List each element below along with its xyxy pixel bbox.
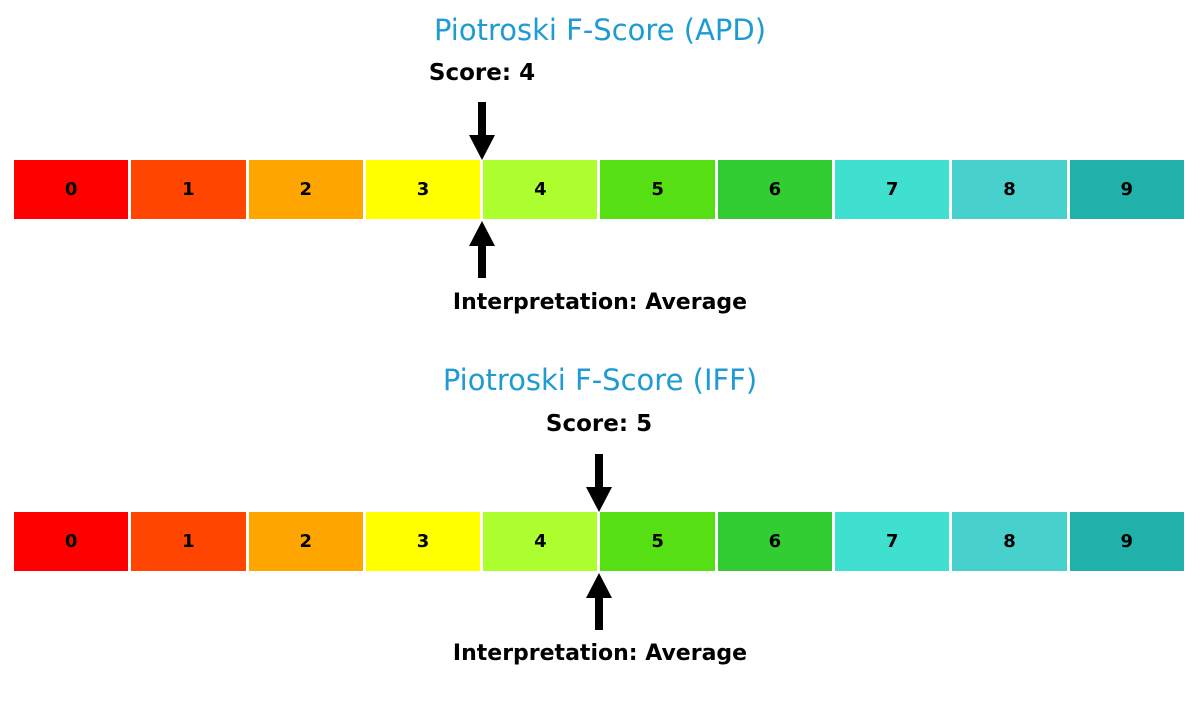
segment-label: 1 bbox=[182, 531, 195, 552]
arrow-shaft bbox=[595, 454, 603, 489]
segment-label: 0 bbox=[64, 531, 78, 552]
scale-segment-5: 5 bbox=[600, 160, 715, 219]
segment-label: 8 bbox=[1003, 531, 1016, 552]
scale-segment-3: 3 bbox=[365, 512, 481, 571]
arrow-head bbox=[469, 135, 495, 160]
arrow-shaft bbox=[478, 102, 486, 137]
segment-label: 5 bbox=[651, 531, 664, 552]
scale-segment-4: 4 bbox=[483, 512, 598, 571]
segment-label: 5 bbox=[651, 179, 664, 200]
segment-label: 3 bbox=[416, 179, 430, 200]
score-label-iff: Score: 5 bbox=[545, 411, 653, 437]
segment-label: 4 bbox=[534, 179, 547, 200]
scale-segment-6: 6 bbox=[717, 160, 833, 219]
score-scale-bar-apd: 0 1 2 3 4 5 6 7 8 9 bbox=[14, 160, 1184, 219]
arrow-shaft bbox=[478, 244, 486, 278]
segment-label: 9 bbox=[1120, 179, 1134, 200]
scale-segment-9: 9 bbox=[1069, 160, 1184, 219]
scale-segment-5: 5 bbox=[600, 512, 715, 571]
segment-label: 2 bbox=[299, 531, 312, 552]
scale-segment-8: 8 bbox=[952, 160, 1067, 219]
arrow-head bbox=[586, 573, 612, 598]
segment-label: 7 bbox=[885, 531, 899, 552]
scale-segment-3: 3 bbox=[365, 160, 481, 219]
interpretation-label-iff: Interpretation: Average bbox=[452, 641, 748, 666]
score-pointer-down-arrow-apd bbox=[469, 102, 495, 160]
scale-segment-1: 1 bbox=[131, 160, 246, 219]
segment-label: 8 bbox=[1003, 179, 1016, 200]
scale-segment-6: 6 bbox=[717, 512, 833, 571]
scale-segment-0: 0 bbox=[14, 160, 129, 219]
scale-segment-4: 4 bbox=[483, 160, 598, 219]
segment-label: 6 bbox=[768, 179, 782, 200]
segment-label: 3 bbox=[416, 531, 430, 552]
score-pointer-down-arrow-iff bbox=[586, 454, 612, 512]
scale-segment-2: 2 bbox=[248, 512, 363, 571]
segment-label: 1 bbox=[182, 179, 195, 200]
scale-segment-1: 1 bbox=[131, 512, 246, 571]
segment-label: 7 bbox=[885, 179, 899, 200]
scale-segment-0: 0 bbox=[14, 512, 129, 571]
arrow-shaft bbox=[595, 596, 603, 630]
scale-segment-7: 7 bbox=[835, 512, 950, 571]
scale-segment-2: 2 bbox=[248, 160, 363, 219]
chart-title-iff: Piotroski F-Score (IFF) bbox=[442, 363, 758, 397]
interpretation-label-apd: Interpretation: Average bbox=[452, 290, 748, 315]
segment-label: 0 bbox=[64, 179, 78, 200]
interpretation-up-arrow-iff bbox=[586, 573, 612, 630]
segment-label: 9 bbox=[1120, 531, 1134, 552]
chart-title-apd: Piotroski F-Score (APD) bbox=[433, 13, 767, 47]
segment-label: 4 bbox=[534, 531, 547, 552]
arrow-head bbox=[586, 487, 612, 512]
segment-label: 2 bbox=[299, 179, 312, 200]
arrow-head bbox=[469, 221, 495, 246]
score-scale-bar-iff: 0 1 2 3 4 5 6 7 8 9 bbox=[14, 512, 1184, 571]
scale-segment-9: 9 bbox=[1069, 512, 1184, 571]
scale-segment-8: 8 bbox=[952, 512, 1067, 571]
segment-label: 6 bbox=[768, 531, 782, 552]
scale-segment-7: 7 bbox=[835, 160, 950, 219]
score-label-apd: Score: 4 bbox=[428, 60, 536, 86]
interpretation-up-arrow-apd bbox=[469, 221, 495, 278]
